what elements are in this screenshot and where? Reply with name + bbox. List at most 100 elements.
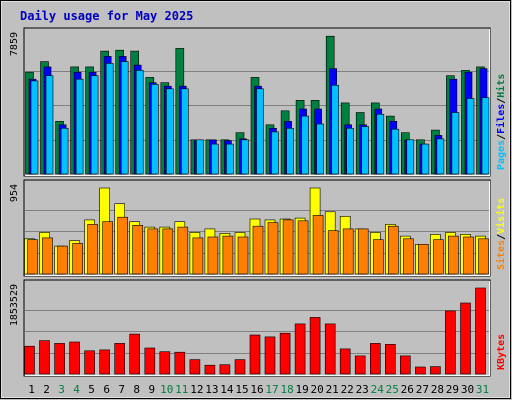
bar-pages-day-11: [181, 88, 189, 175]
bar-kbytes-day-6: [99, 349, 110, 375]
bar-kbytes-day-22: [339, 348, 351, 375]
legend-separator: /: [496, 134, 507, 140]
bar-kbytes-day-1: [24, 345, 35, 375]
legend-entry-visits: Visits: [495, 198, 507, 234]
bar-pages-day-19: [301, 115, 309, 175]
legend-separator: /: [496, 234, 507, 240]
day-label-4: 4: [73, 383, 80, 396]
bar-sites-day-24: [372, 239, 384, 275]
bar-pages-day-9: [151, 84, 159, 175]
day-label-7: 7: [118, 383, 125, 396]
day-label-11: 11: [175, 383, 188, 396]
bar-pages-day-29: [451, 112, 460, 175]
day-label-13: 13: [205, 383, 218, 396]
legend-entry-sites: Sites: [495, 240, 507, 270]
bar-pages-day-12: [196, 139, 204, 175]
bar-pages-day-5: [90, 75, 99, 175]
bar-kbytes-day-16: [249, 334, 261, 375]
bar-sites-day-19: [297, 220, 309, 275]
day-label-19: 19: [295, 383, 308, 396]
bar-sites-day-9: [147, 228, 159, 275]
bar-sites-day-31: [478, 238, 489, 275]
day-label-23: 23: [356, 383, 369, 396]
bar-kbytes-day-17: [264, 336, 276, 375]
day-label-10: 10: [160, 383, 173, 396]
day-label-25: 25: [386, 383, 399, 396]
bar-sites-day-8: [132, 225, 143, 275]
bar-kbytes-day-18: [279, 332, 291, 375]
bar-sites-day-22: [342, 228, 354, 275]
bar-kbytes-day-5: [84, 350, 95, 375]
day-label-6: 6: [103, 383, 110, 396]
bar-kbytes-day-7: [114, 343, 125, 375]
bar-kbytes-day-28: [430, 366, 441, 375]
bar-kbytes-day-12: [189, 359, 201, 375]
bar-kbytes-day-20: [309, 317, 321, 375]
bar-kbytes-day-4: [69, 341, 80, 375]
bar-kbytes-day-30: [460, 302, 471, 375]
bar-sites-day-14: [222, 235, 234, 275]
legend-entry-hits: Hits: [495, 74, 507, 98]
chart-title: Daily usage for May 2025: [20, 9, 193, 23]
panel-legend: KBytes: [496, 334, 507, 370]
bar-pages-day-17: [271, 131, 279, 175]
bar-sites-day-20: [312, 215, 324, 275]
bar-kbytes-day-25: [384, 343, 396, 375]
day-label-30: 30: [461, 383, 474, 396]
bar-kbytes-day-26: [399, 355, 411, 375]
bar-pages-day-31: [481, 97, 490, 175]
bar-sites-day-16: [252, 225, 264, 275]
bar-pages-day-8: [135, 70, 144, 175]
bar-pages-day-25: [391, 128, 400, 175]
day-label-20: 20: [310, 383, 323, 396]
day-label-9: 9: [148, 383, 155, 396]
bar-kbytes-day-9: [144, 347, 156, 375]
day-label-8: 8: [133, 383, 140, 396]
bar-pages-day-21: [331, 85, 340, 175]
bar-kbytes-day-23: [354, 355, 366, 375]
day-label-12: 12: [190, 383, 203, 396]
bar-kbytes-day-3: [54, 343, 65, 375]
legend-separator: /: [496, 98, 507, 104]
bar-sites-day-29: [448, 235, 459, 275]
day-label-28: 28: [431, 383, 444, 396]
day-label-31: 31: [476, 383, 489, 396]
legend-entry-files: Files: [495, 104, 507, 134]
axis-max-label: 1853529: [9, 284, 20, 326]
bar-kbytes-day-14: [219, 364, 231, 375]
panel-legend: Pages/Files/Hits: [495, 74, 507, 170]
bar-sites-day-18: [282, 219, 294, 275]
day-label-29: 29: [446, 383, 459, 396]
bar-sites-day-12: [192, 237, 204, 275]
bar-pages-day-4: [75, 78, 84, 175]
bar-pages-day-20: [316, 123, 324, 175]
bar-sites-day-2: [42, 237, 53, 275]
bar-pages-day-7: [120, 61, 129, 175]
bar-kbytes-day-24: [369, 343, 381, 375]
day-label-17: 17: [265, 383, 278, 396]
bar-pages-day-30: [466, 98, 475, 175]
bar-kbytes-day-11: [174, 351, 186, 375]
bar-kbytes-day-10: [159, 351, 171, 375]
bar-kbytes-day-27: [415, 366, 426, 375]
bar-sites-day-13: [207, 236, 219, 275]
legend-entry-pages: Pages: [496, 140, 507, 170]
bar-sites-day-1: [27, 239, 38, 275]
day-label-1: 1: [28, 383, 35, 396]
bar-pages-day-23: [361, 126, 370, 175]
bar-pages-day-22: [346, 128, 355, 175]
day-label-22: 22: [341, 383, 354, 396]
axis-max-label: 954: [9, 184, 20, 202]
bar-pages-day-1: [30, 80, 39, 175]
day-label-24: 24: [371, 383, 385, 396]
day-label-26: 26: [401, 383, 414, 396]
bar-sites-day-28: [433, 239, 444, 275]
legend-entry-kbytes: KBytes: [496, 334, 507, 370]
bar-sites-day-23: [357, 228, 369, 275]
bar-sites-day-10: [162, 228, 174, 275]
bar-kbytes-day-31: [475, 287, 486, 375]
bar-pages-day-28: [436, 138, 445, 175]
